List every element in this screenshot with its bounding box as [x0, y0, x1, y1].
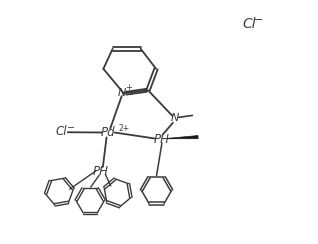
- Polygon shape: [167, 136, 198, 139]
- Text: N: N: [171, 113, 179, 123]
- Text: +: +: [125, 83, 132, 92]
- Text: PH: PH: [93, 165, 108, 178]
- Text: 2+: 2+: [119, 124, 130, 133]
- Text: Pd: Pd: [100, 126, 115, 140]
- Text: −: −: [66, 123, 75, 133]
- Text: −: −: [254, 15, 263, 25]
- Text: N: N: [117, 88, 126, 98]
- Text: PH: PH: [154, 132, 169, 146]
- Text: Cl: Cl: [55, 125, 67, 138]
- Text: Cl: Cl: [242, 17, 256, 31]
